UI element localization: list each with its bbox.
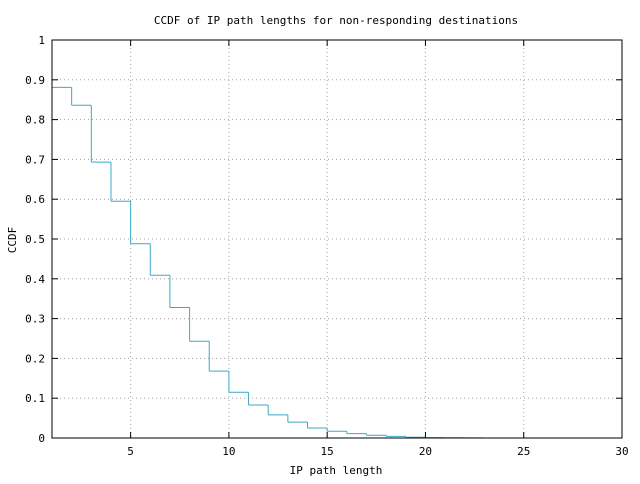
- series-layer: [52, 86, 485, 439]
- y-tick-label: 0.4: [25, 273, 45, 286]
- grid-lines: [52, 40, 622, 438]
- axis-ticks: 00.10.20.30.40.50.60.70.80.915 10 15 20 25 30: [25, 34, 629, 458]
- y-tick-label: 0.6: [25, 193, 45, 206]
- y-tick-label: 0.2: [25, 352, 45, 365]
- y-tick-label: 0.1: [25, 392, 45, 405]
- x-tick-label: 15: [321, 445, 334, 458]
- y-tick-label: 1: [38, 34, 45, 47]
- chart-title: CCDF of IP path lengths for non-respondi…: [154, 14, 518, 27]
- y-tick-label: 0.9: [25, 74, 45, 87]
- y-tick-label: 0.3: [25, 313, 45, 326]
- x-axis-label: IP path length: [290, 464, 383, 477]
- y-tick-label: 0.5: [25, 233, 45, 246]
- y-tick-label: 0.8: [25, 114, 45, 127]
- y-axis-label: CCDF: [6, 227, 19, 254]
- y-tick-label: 0.7: [25, 153, 45, 166]
- y-tick-label: 0: [38, 432, 45, 445]
- x-tick-label: 5: [127, 445, 134, 458]
- x-tick-label: 10: [222, 445, 235, 458]
- x-tick-label: 20: [419, 445, 432, 458]
- x-tick-label: 30: [615, 445, 628, 458]
- x-tick-label: 25: [517, 445, 530, 458]
